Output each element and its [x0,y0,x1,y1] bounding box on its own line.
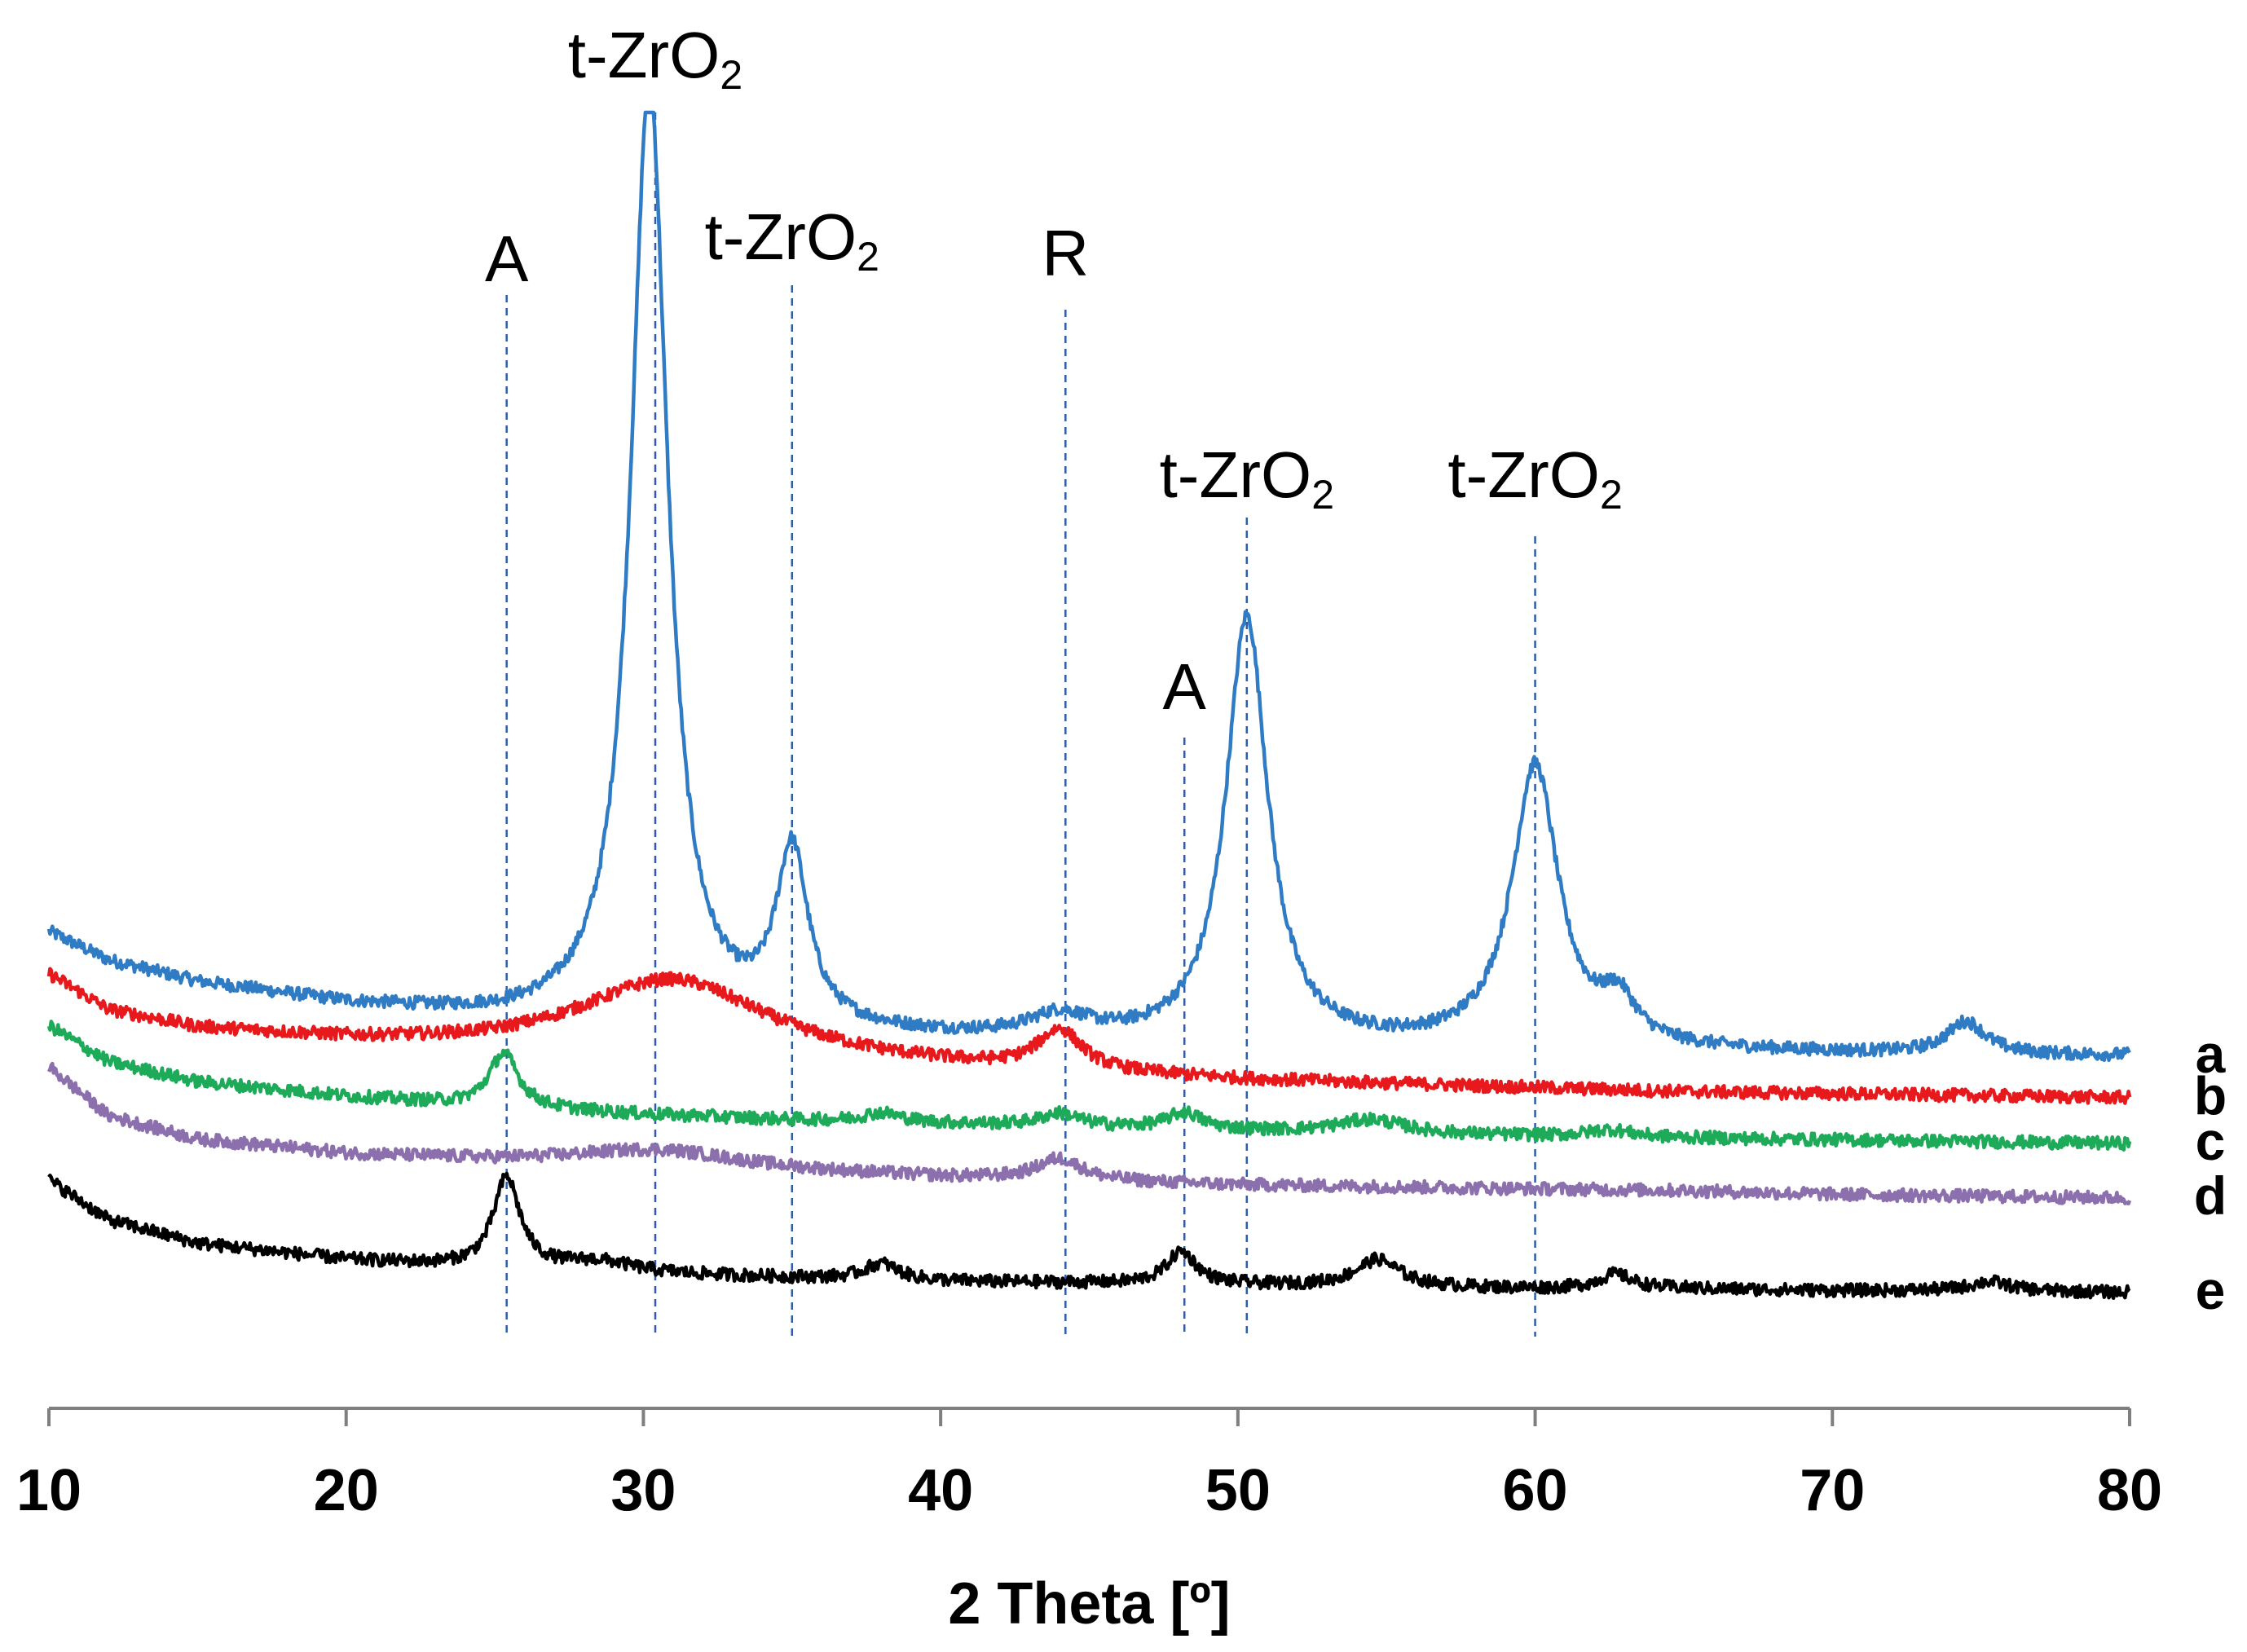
annotation-layer: At-ZrO2 t-ZrO2 R At-ZrO2 t-ZrO2 [485,19,1623,723]
series-label-d: d [2194,1165,2227,1226]
x-tick-label: 50 [1205,1458,1271,1523]
series-label-b: b [2194,1065,2227,1126]
peak-label: t-ZrO2 [1160,438,1334,518]
x-tick-label: 10 [16,1458,82,1523]
peak-label: A [485,222,529,295]
x-tick-label: 40 [908,1458,973,1523]
series-label-c: c [2196,1111,2226,1171]
x-tick-label: 20 [314,1458,379,1523]
x-tick-label: 60 [1503,1458,1568,1523]
peak-label: A [1163,650,1207,723]
series-line-c [46,1020,2132,1152]
series-label-a: a [2196,1024,2227,1084]
x-tick-label: 70 [1800,1458,1865,1523]
peak-guide-lines [505,112,1536,1337]
tick-layer: 10 20 30 40 50 60 70 80 [16,1408,2162,1523]
peak-label: R [1042,217,1089,289]
peak-label: t-ZrO2 [568,19,742,98]
series-line-a [46,110,2131,1063]
x-axis-title: 2 Theta [º] [948,1571,1230,1637]
peak-label: t-ZrO2 [1447,438,1622,518]
series-line-d [46,1061,2132,1205]
series-layer [46,110,2132,1300]
x-tick-label: 80 [2097,1458,2162,1523]
peak-label: t-ZrO2 [705,200,879,280]
series-label-e: e [2196,1260,2226,1320]
series-line-b [46,967,2132,1105]
x-tick-label: 30 [610,1458,676,1523]
series-line-e [47,1171,2131,1300]
